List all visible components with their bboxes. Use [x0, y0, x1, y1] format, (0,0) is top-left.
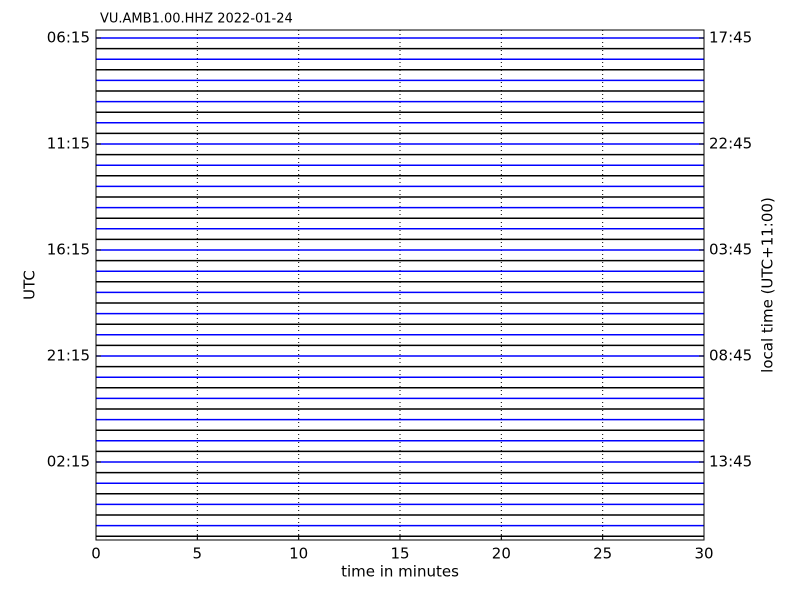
x-axis-label: time in minutes [341, 563, 459, 581]
chart-title: VU.AMB1.00.HHZ 2022-01-24 [100, 12, 293, 27]
x-tick-label: 0 [91, 545, 101, 563]
y2-tick-label: 13:45 [709, 453, 752, 471]
y-tick-label: 06:15 [47, 29, 90, 47]
x-tick-label: 5 [193, 545, 203, 563]
plot-frame [95, 29, 705, 541]
y-tick-label: 11:15 [47, 135, 90, 153]
y-tick-label: 21:15 [47, 347, 90, 365]
y2-tick-label: 03:45 [709, 241, 752, 259]
x-tick-label: 20 [492, 545, 511, 563]
y2-axis-label: local time (UTC+11:00) [759, 197, 777, 373]
x-tick-label: 15 [390, 545, 409, 563]
y-axis-label: UTC [21, 270, 39, 300]
y2-tick-label: 17:45 [709, 29, 752, 47]
y-tick-label: 16:15 [47, 241, 90, 259]
x-tick-label: 30 [694, 545, 713, 563]
x-tick-label: 10 [289, 545, 308, 563]
y-tick-label: 02:15 [47, 453, 90, 471]
y2-tick-label: 22:45 [709, 135, 752, 153]
y2-tick-label: 08:45 [709, 347, 752, 365]
x-tick-label: 25 [593, 545, 612, 563]
